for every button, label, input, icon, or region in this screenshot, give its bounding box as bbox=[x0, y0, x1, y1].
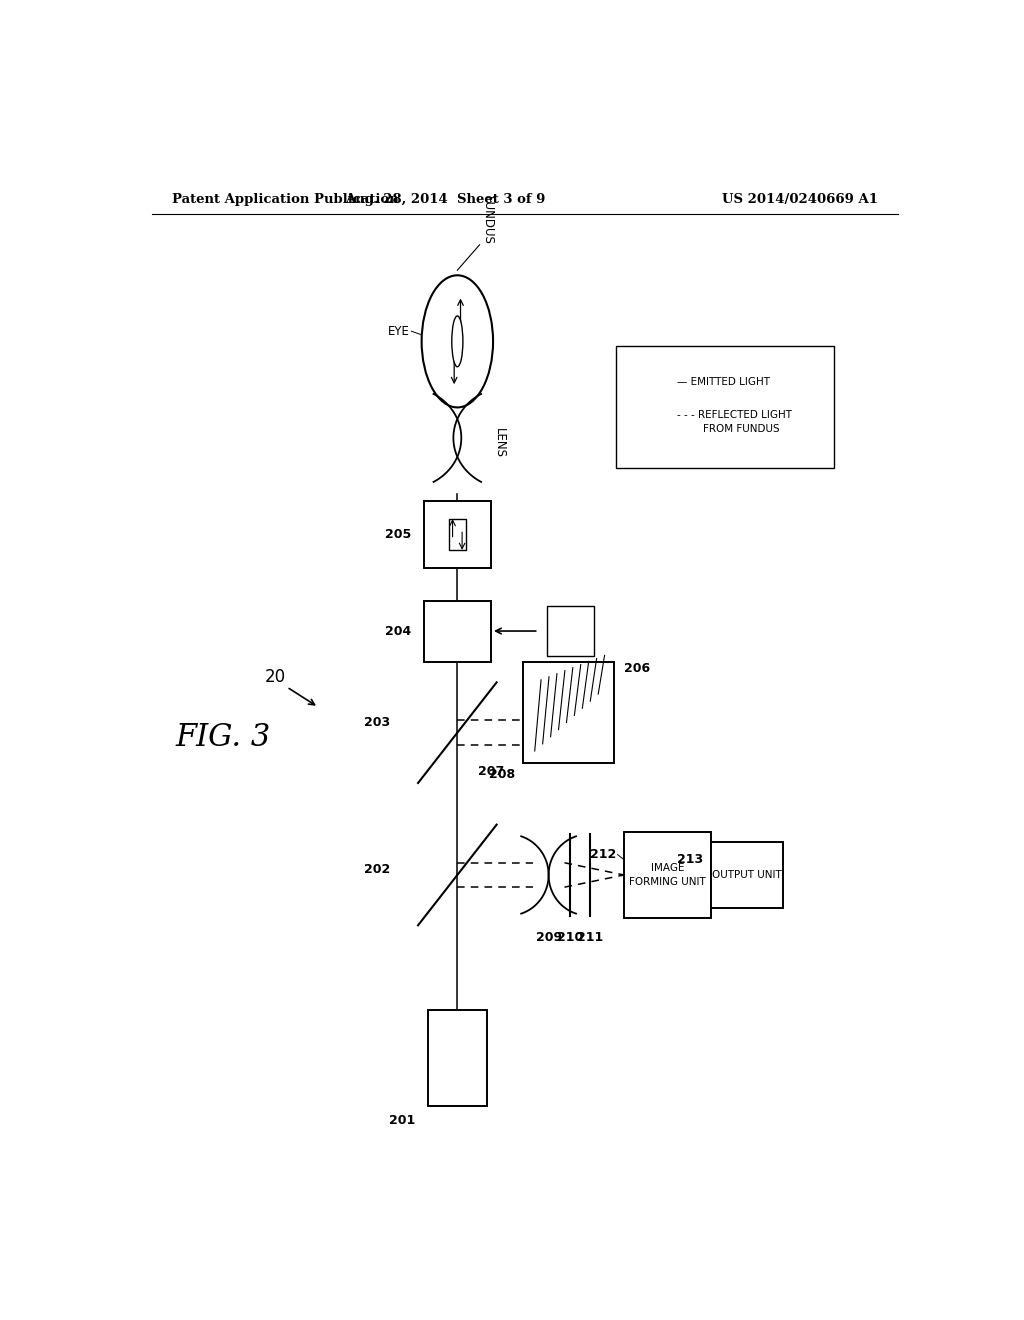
Bar bbox=[624, 832, 712, 919]
Bar bbox=[523, 661, 614, 763]
Text: 201: 201 bbox=[389, 1114, 416, 1127]
Text: 203: 203 bbox=[364, 715, 390, 729]
Bar bbox=[449, 519, 466, 549]
Bar bbox=[616, 346, 835, 469]
Bar bbox=[712, 842, 782, 908]
Text: Patent Application Publication: Patent Application Publication bbox=[172, 193, 398, 206]
Text: FIG. 3: FIG. 3 bbox=[176, 722, 271, 754]
Bar bbox=[424, 601, 492, 661]
Bar bbox=[424, 502, 492, 568]
Bar bbox=[547, 606, 594, 656]
Text: 202: 202 bbox=[364, 863, 390, 876]
Text: IMAGE
FORMING UNIT: IMAGE FORMING UNIT bbox=[630, 863, 706, 887]
Ellipse shape bbox=[422, 276, 494, 408]
Text: 205: 205 bbox=[385, 528, 412, 541]
Text: 206: 206 bbox=[624, 661, 650, 675]
Text: FUNDUS: FUNDUS bbox=[481, 195, 495, 244]
Text: OUTPUT UNIT: OUTPUT UNIT bbox=[712, 870, 782, 880]
Ellipse shape bbox=[452, 315, 463, 367]
Text: 208: 208 bbox=[488, 768, 515, 781]
Text: 210: 210 bbox=[557, 931, 583, 944]
Text: — EMITTED LIGHT: — EMITTED LIGHT bbox=[677, 378, 770, 387]
Text: LENS: LENS bbox=[494, 428, 506, 458]
Text: EYE: EYE bbox=[388, 325, 410, 338]
Text: 204: 204 bbox=[385, 624, 412, 638]
Text: 211: 211 bbox=[577, 931, 603, 944]
Text: 207: 207 bbox=[477, 766, 504, 779]
Text: 209: 209 bbox=[536, 931, 562, 944]
Text: - - - REFLECTED LIGHT
        FROM FUNDUS: - - - REFLECTED LIGHT FROM FUNDUS bbox=[677, 409, 793, 434]
Text: 213: 213 bbox=[677, 853, 703, 866]
Text: 20: 20 bbox=[264, 668, 286, 686]
Text: Aug. 28, 2014  Sheet 3 of 9: Aug. 28, 2014 Sheet 3 of 9 bbox=[345, 193, 546, 206]
Text: US 2014/0240669 A1: US 2014/0240669 A1 bbox=[722, 193, 878, 206]
Bar bbox=[428, 1010, 487, 1106]
Text: 212: 212 bbox=[590, 849, 616, 861]
